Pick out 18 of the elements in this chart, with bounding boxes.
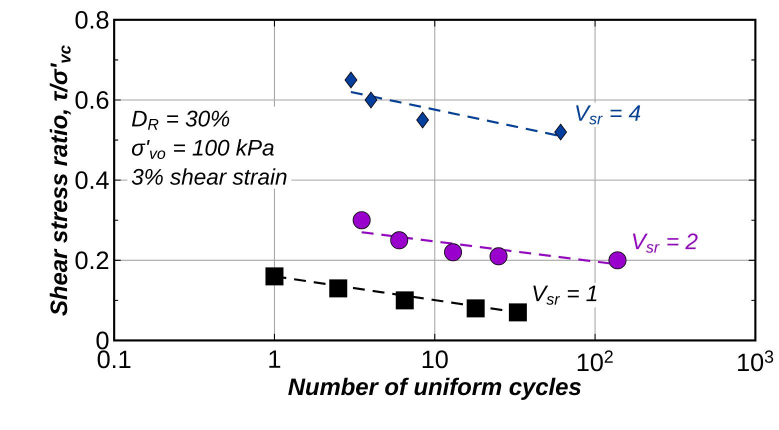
y-tick-label: 0.2 (76, 252, 108, 270)
y-tick-label: 0.8 (76, 11, 108, 29)
y-tick-label: 0.4 (76, 171, 109, 190)
series-label: V$_{sr}$ = 2 (632, 234, 698, 253)
x-tick-label: 10$^{2}$ (578, 350, 613, 372)
series-label: V$_{sr}$ = 1 (533, 286, 596, 305)
y-tick-label: 0.6 (76, 91, 108, 110)
x-axis-title: Number of uniform cycles (288, 378, 581, 400)
annotation: σ'$_{vo}$ = 100 kPa (132, 139, 274, 160)
annotation: D$_{R}$ = 30% (132, 110, 230, 130)
series-label: V$_{sr}$ = 4 (576, 105, 640, 124)
x-tick-label: 1 (269, 350, 280, 368)
annotation: 3% shear strain (132, 168, 286, 185)
x-tick-label: 10 (422, 350, 448, 368)
y-tick-label: 0 (96, 332, 108, 350)
y-axis-title: Shear stress ratio, τ/σ'$_{vc}$ (50, 45, 71, 316)
x-tick-label: 10$^{3}$ (738, 350, 774, 372)
x-tick-label: 0.1 (98, 350, 130, 368)
